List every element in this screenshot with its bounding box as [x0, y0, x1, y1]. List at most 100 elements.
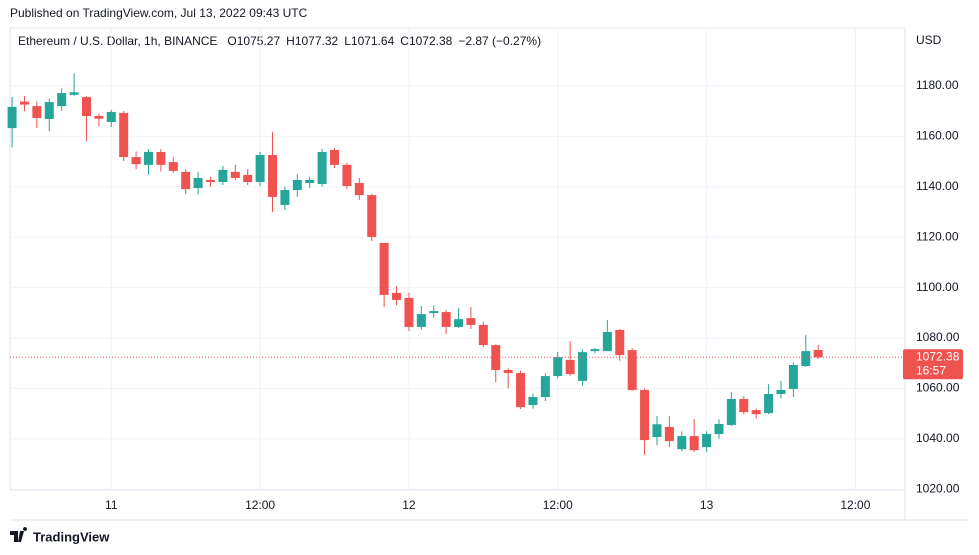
candle-body — [404, 297, 414, 327]
candle-body — [392, 292, 402, 300]
y-tick-label: 1040.00 — [916, 431, 960, 445]
candle-body — [466, 318, 476, 325]
y-tick-label: 1100.00 — [916, 280, 959, 294]
plot — [7, 28, 905, 490]
legend-value: 1071.64 — [351, 34, 395, 48]
candle-body — [726, 399, 736, 425]
x-tick-label: 12:00 — [840, 498, 870, 512]
y-tick-label: 1020.00 — [916, 481, 960, 495]
candle-body — [652, 424, 662, 438]
candle-body — [664, 426, 674, 442]
legend-value: 1072.38 — [409, 34, 453, 48]
x-tick-label: 11 — [105, 498, 118, 512]
candle-body — [553, 357, 563, 377]
candle-body — [528, 396, 538, 406]
candle-body — [168, 162, 178, 171]
candle-body — [602, 331, 612, 352]
candle-body — [193, 177, 203, 189]
logo-mark — [10, 527, 28, 542]
candle-body — [565, 359, 575, 375]
x-tick-label: 13 — [700, 498, 714, 512]
candle-body — [131, 157, 141, 165]
published-note: Published on TradingView.com, Jul 13, 20… — [10, 6, 308, 20]
candle-body — [218, 169, 228, 182]
candle-body — [516, 373, 526, 408]
candle-body — [615, 329, 625, 356]
candle-body — [292, 179, 302, 191]
y-tick-label: 1160.00 — [916, 129, 959, 143]
candle-body — [32, 106, 42, 118]
candle-body — [491, 345, 501, 371]
candle-body — [7, 106, 17, 129]
legend-key: O — [227, 34, 236, 48]
candle-body — [751, 410, 761, 415]
last-price-box — [903, 349, 963, 380]
legend-key: L — [344, 34, 351, 48]
candle-body — [19, 101, 29, 105]
candle-body — [540, 376, 550, 397]
x-tick-label: 12:00 — [245, 498, 275, 512]
candle-body — [243, 174, 253, 182]
candle-body — [205, 179, 215, 182]
candle-body — [255, 155, 265, 182]
candle-body — [429, 311, 439, 314]
candle-body — [677, 436, 687, 450]
candle-body — [702, 434, 712, 448]
candle-body — [379, 242, 389, 295]
candle-body — [788, 364, 798, 389]
candle-body — [441, 312, 451, 327]
candle-body — [627, 350, 637, 390]
legend-value: 1075.27 — [237, 34, 281, 48]
legend-value: 1077.32 — [295, 34, 339, 48]
legend: Ethereum / U.S. Dollar, 1h, BINANCE O 107… — [18, 34, 541, 48]
brand: TradingView — [33, 529, 110, 544]
candle-body — [305, 179, 315, 184]
legend-change: −2.87 (−0.27%) — [458, 34, 541, 48]
candle-body — [478, 324, 488, 346]
countdown-label: 16:57 — [916, 363, 946, 377]
y-tick-label: 1180.00 — [916, 78, 959, 92]
candle-body — [714, 423, 724, 435]
candle-body — [367, 195, 377, 237]
y-tick-label: 1080.00 — [916, 330, 960, 344]
candle-body — [44, 102, 54, 119]
logo: TradingView — [10, 527, 110, 544]
y-tick-label: 1060.00 — [916, 381, 960, 395]
x-tick-label: 12:00 — [543, 498, 573, 512]
candle-body — [739, 399, 749, 413]
candle-body — [230, 171, 240, 178]
legend-key: C — [400, 34, 409, 48]
legend-key: H — [286, 34, 295, 48]
candle-body — [81, 97, 91, 116]
candle-body — [503, 370, 513, 374]
candle-body — [764, 393, 774, 414]
candle-body — [106, 111, 116, 123]
y-tick-label: 1120.00 — [916, 229, 959, 243]
candle-body — [342, 164, 352, 187]
candle-body — [578, 352, 588, 381]
candle-body — [689, 436, 699, 451]
candle-body — [640, 389, 650, 441]
candle-body — [416, 314, 426, 327]
candle-body — [317, 152, 327, 185]
candle-body — [590, 349, 600, 352]
candle-body — [181, 171, 191, 190]
plot-frame — [9, 27, 906, 491]
candle-body — [330, 149, 340, 165]
candle-body — [94, 115, 104, 119]
x-tick-label: 12 — [402, 498, 416, 512]
candle-body — [57, 93, 67, 107]
candle-body — [280, 190, 290, 205]
candle-body — [143, 152, 153, 165]
candle-body — [776, 389, 786, 394]
candle-body — [268, 155, 278, 197]
y-tick-label: 1140.00 — [916, 179, 959, 193]
candle-body — [354, 183, 364, 196]
candle-body — [813, 349, 823, 358]
candle-body — [69, 92, 79, 95]
last-price-label: 1072.38 — [916, 349, 960, 363]
candle-body — [156, 152, 166, 165]
candle-body — [119, 112, 129, 158]
